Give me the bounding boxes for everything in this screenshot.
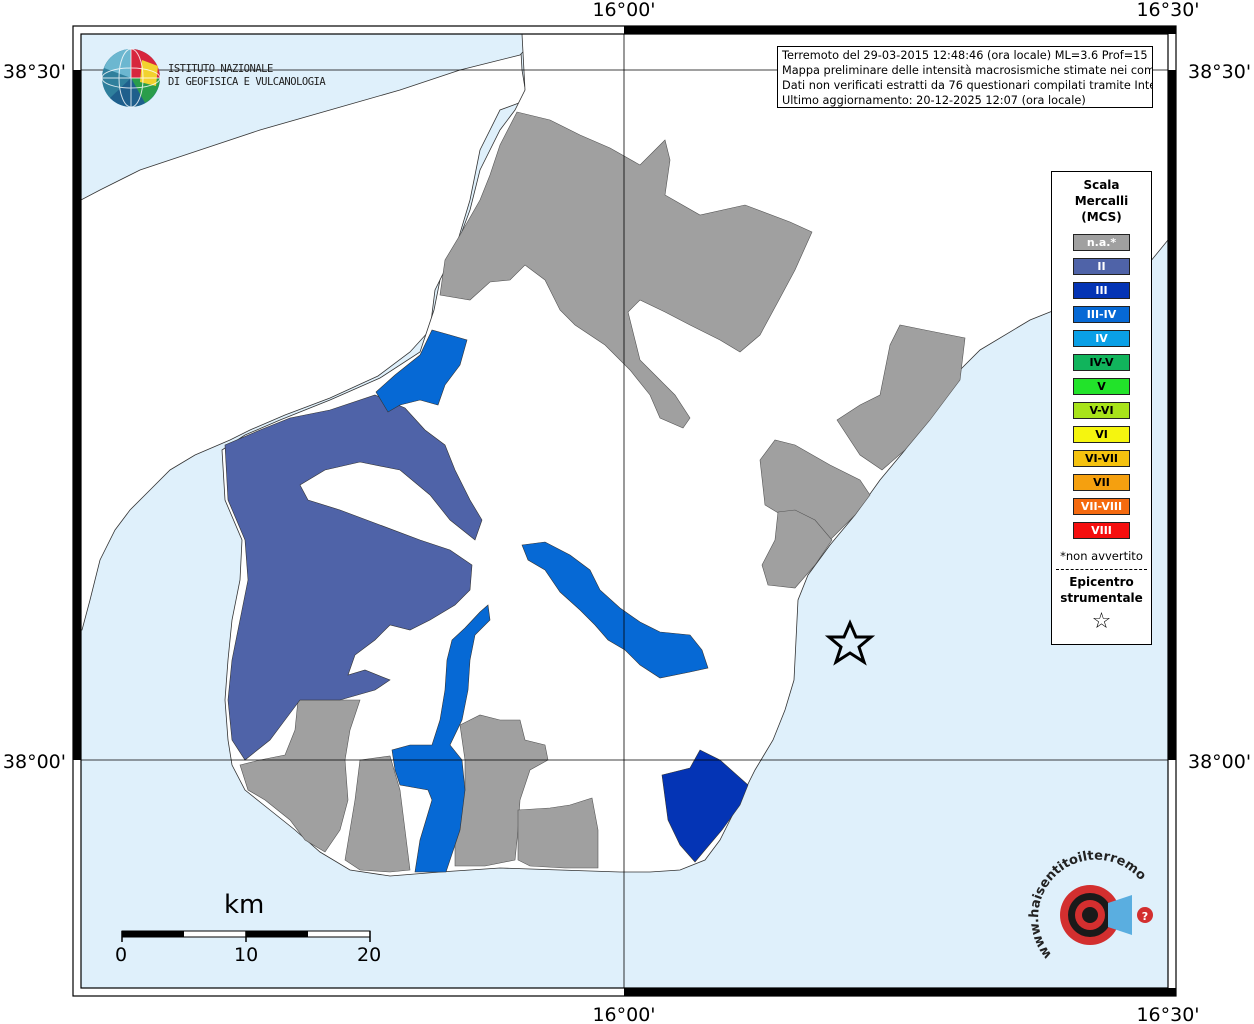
municipalities-na: [239, 111, 966, 873]
legend-item: n.a.*: [1073, 234, 1130, 251]
lat-tick-right-1: 38°30': [1188, 61, 1251, 83]
haisentito-logo-icon: ?: [1060, 885, 1153, 945]
legend-epicenter-label: Epicentro strumentale: [1052, 574, 1151, 606]
scale-bar: [121, 930, 371, 942]
lon-tick-bottom-2: 16°30': [1136, 1004, 1199, 1024]
sicily-coast: [80, 33, 528, 631]
scale-label-0: 0: [115, 944, 128, 966]
mcs-legend: Scala Mercalli (MCS) n.a.* II III III-IV IV I…: [1051, 171, 1152, 645]
legend-item: IV: [1073, 330, 1130, 347]
legend-item: V: [1073, 378, 1130, 395]
lat-tick-right-2: 38°00': [1188, 751, 1251, 773]
event-info-line4: Ultimo aggiornamento: 20-12-2025 12:07 (…: [782, 94, 1086, 107]
lat-tick-left-1: 38°30': [3, 61, 66, 83]
legend-title-line1: Scala: [1083, 178, 1120, 192]
event-info-box: Terremoto del 29-03-2015 12:48:46 (ora l…: [777, 46, 1153, 108]
lon-tick-bottom-1: 16°00': [592, 1004, 655, 1024]
legend-epicenter-line1: Epicentro: [1069, 575, 1134, 589]
event-info-line3: Dati non verificati estratti da 76 quest…: [782, 79, 1153, 92]
ingv-name-line1: ISTITUTO NAZIONALE: [168, 63, 273, 75]
legend-note: *non avvertito: [1060, 549, 1143, 563]
svg-text:?: ?: [1142, 910, 1148, 923]
lon-tick-top-2: 16°30': [1136, 0, 1199, 21]
lat-tick-left-2: 38°00': [3, 751, 66, 773]
legend-item: III: [1073, 282, 1130, 299]
legend-separator: [1056, 569, 1147, 570]
legend-item: IV-V: [1073, 354, 1130, 371]
legend-item: VII: [1073, 474, 1130, 491]
scale-label-10: 10: [234, 944, 259, 966]
map-frame: [72, 25, 1177, 997]
legend-title-line3: (MCS): [1081, 210, 1122, 224]
legend-items: n.a.* II III III-IV IV IV-V V V-VI VI VI-VII VII VI…: [1052, 234, 1151, 539]
legend-epicenter-line2: strumentale: [1060, 591, 1143, 605]
scale-unit: km: [224, 890, 265, 920]
ingv-name-line2: DI GEOFISICA E VULCANOLOGIA: [168, 76, 326, 88]
legend-item: VIII: [1073, 522, 1130, 539]
event-info-line2: Mappa preliminare delle intensità macros…: [782, 64, 1153, 77]
ingv-name: ISTITUTO NAZIONALE DI GEOFISICA E VULCAN…: [168, 63, 326, 89]
legend-item: VII-VIII: [1073, 498, 1130, 515]
legend-item: III-IV: [1073, 306, 1130, 323]
lon-tick-top-1: 16°00': [592, 0, 655, 21]
municipality-III: [661, 749, 749, 863]
legend-item: V-VI: [1073, 402, 1130, 419]
legend-star-icon: ☆: [1091, 609, 1112, 634]
legend-title: Scala Mercalli (MCS): [1052, 177, 1151, 225]
legend-item: VI: [1073, 426, 1130, 443]
event-info-line1: Terremoto del 29-03-2015 12:48:46 (ora l…: [782, 49, 1153, 62]
ingv-logo-icon: [101, 48, 161, 108]
municipalities-II: [224, 394, 483, 761]
legend-item: II: [1073, 258, 1130, 275]
legend-title-line2: Mercalli: [1074, 194, 1129, 208]
legend-item: VI-VII: [1073, 450, 1130, 467]
scale-label-20: 20: [357, 944, 382, 966]
star-icon: [824, 619, 876, 666]
municipalities-III-IV: [375, 329, 709, 873]
